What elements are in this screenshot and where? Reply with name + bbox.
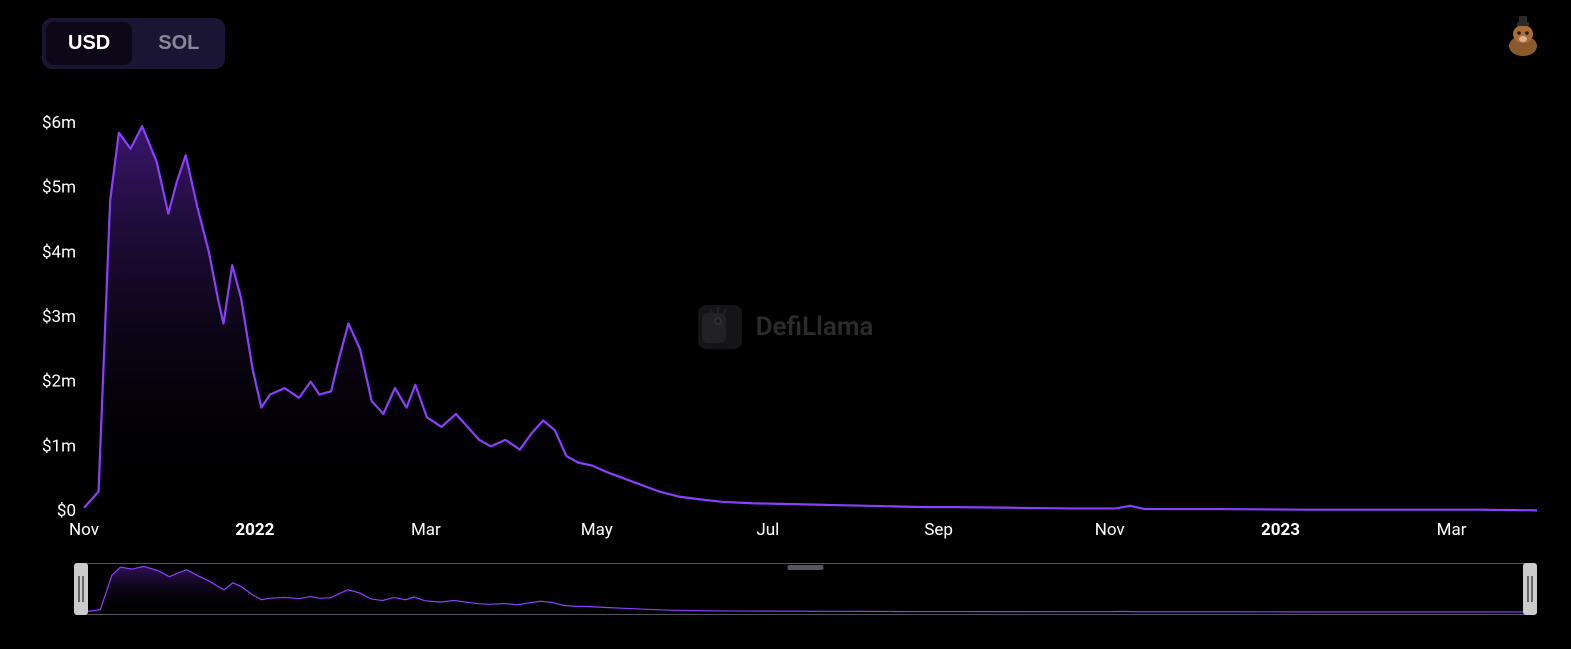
- svg-text:$1m: $1m: [42, 436, 76, 456]
- svg-text:Nov: Nov: [1095, 520, 1125, 540]
- brush-minimap: [74, 563, 1537, 615]
- main-chart: DefiLlama $0$1m$2m$3m$4m$5m$6mNov2022Mar…: [24, 115, 1547, 545]
- time-range-brush[interactable]: [74, 563, 1537, 615]
- svg-text:Sep: Sep: [924, 520, 953, 540]
- defillama-mascot-icon: [1499, 12, 1547, 60]
- svg-text:Nov: Nov: [69, 520, 99, 540]
- chart-panel: USDSOL DefiLlama: [0, 0, 1571, 649]
- svg-text:$6m: $6m: [42, 115, 76, 133]
- svg-text:$3m: $3m: [42, 307, 76, 327]
- area-chart-svg: $0 $1m $2m $3m $4m $5m $6m Nov 2022 Mar May Jul Sep N…: [24, 115, 1547, 545]
- svg-text:Mar: Mar: [1437, 520, 1467, 540]
- currency-toggle-sol[interactable]: SOL: [136, 22, 221, 65]
- svg-text:Jul: Jul: [756, 520, 779, 540]
- top-row: USDSOL: [24, 18, 1547, 69]
- svg-text:2023: 2023: [1261, 520, 1300, 540]
- svg-text:May: May: [581, 520, 613, 540]
- brush-handle-right[interactable]: [1523, 563, 1537, 615]
- currency-toggle: USDSOL: [42, 18, 225, 69]
- svg-text:Mar: Mar: [411, 520, 441, 540]
- currency-toggle-usd[interactable]: USD: [46, 22, 132, 65]
- svg-text:$4m: $4m: [42, 242, 76, 262]
- brush-handle-left[interactable]: [74, 563, 88, 615]
- svg-text:$0: $0: [57, 501, 76, 521]
- svg-text:2022: 2022: [235, 520, 274, 540]
- svg-text:$2m: $2m: [42, 372, 76, 392]
- svg-text:$5m: $5m: [42, 178, 76, 198]
